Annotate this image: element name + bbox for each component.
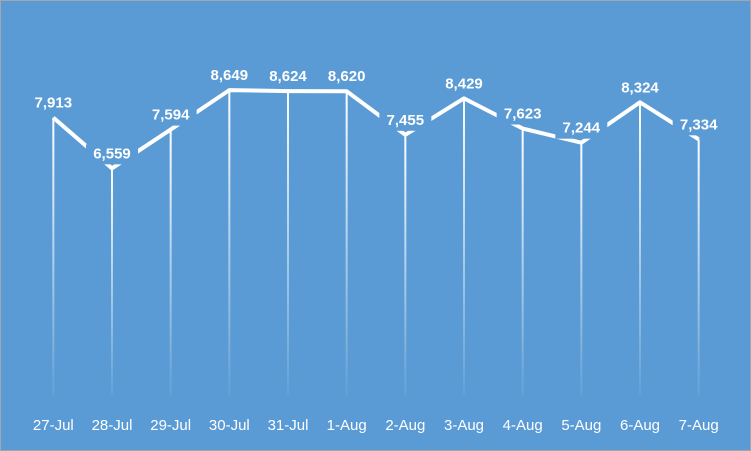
drop-line — [639, 102, 641, 396]
drop-line — [287, 91, 289, 395]
data-label: 8,620 — [328, 68, 366, 85]
drop-line — [345, 91, 348, 396]
data-label: 8,624 — [269, 68, 307, 85]
drop-line — [521, 128, 524, 396]
drop-line — [111, 168, 113, 395]
label-background — [144, 105, 197, 126]
data-label: 7,455 — [387, 112, 425, 129]
label-background — [672, 115, 725, 136]
drop-line — [580, 142, 583, 395]
drop-line — [228, 90, 231, 395]
x-tick-label: 2-Aug — [385, 417, 425, 434]
data-label: 6,559 — [93, 145, 131, 162]
data-label: 7,244 — [563, 120, 601, 137]
x-tick-label: 31-Jul — [268, 417, 309, 434]
label-background — [438, 74, 490, 95]
label-background — [555, 118, 608, 139]
x-tick-label: 29-Jul — [150, 417, 191, 434]
x-tick-label: 4-Aug — [503, 417, 543, 434]
x-tick-label: 7-Aug — [679, 417, 719, 434]
x-tick-label: 27-Jul — [33, 417, 74, 434]
x-tick-label: 1-Aug — [327, 417, 367, 434]
data-label: 7,913 — [35, 95, 73, 112]
data-label: 8,324 — [621, 79, 659, 96]
drop-line — [697, 139, 700, 395]
label-background — [27, 93, 80, 114]
x-tick-label: 30-Jul — [209, 417, 250, 434]
label-background — [496, 104, 549, 125]
drop-line — [169, 129, 172, 395]
data-label: 7,334 — [680, 116, 718, 133]
drop-line — [463, 98, 465, 395]
data-label: 8,649 — [211, 67, 249, 84]
x-tick-label: 5-Aug — [561, 417, 601, 434]
drop-line — [404, 134, 407, 395]
drop-line — [52, 117, 55, 395]
label-background — [262, 67, 314, 88]
data-label: 7,594 — [152, 107, 190, 124]
label-background — [614, 78, 666, 99]
label-background — [379, 110, 432, 131]
label-background — [320, 67, 373, 88]
x-tick-label: 6-Aug — [620, 417, 660, 434]
x-tick-label: 3-Aug — [444, 417, 484, 434]
data-label: 8,429 — [445, 75, 483, 92]
label-background — [203, 66, 256, 87]
data-label: 7,623 — [504, 105, 542, 122]
label-background — [86, 144, 138, 165]
x-tick-label: 28-Jul — [92, 417, 133, 434]
